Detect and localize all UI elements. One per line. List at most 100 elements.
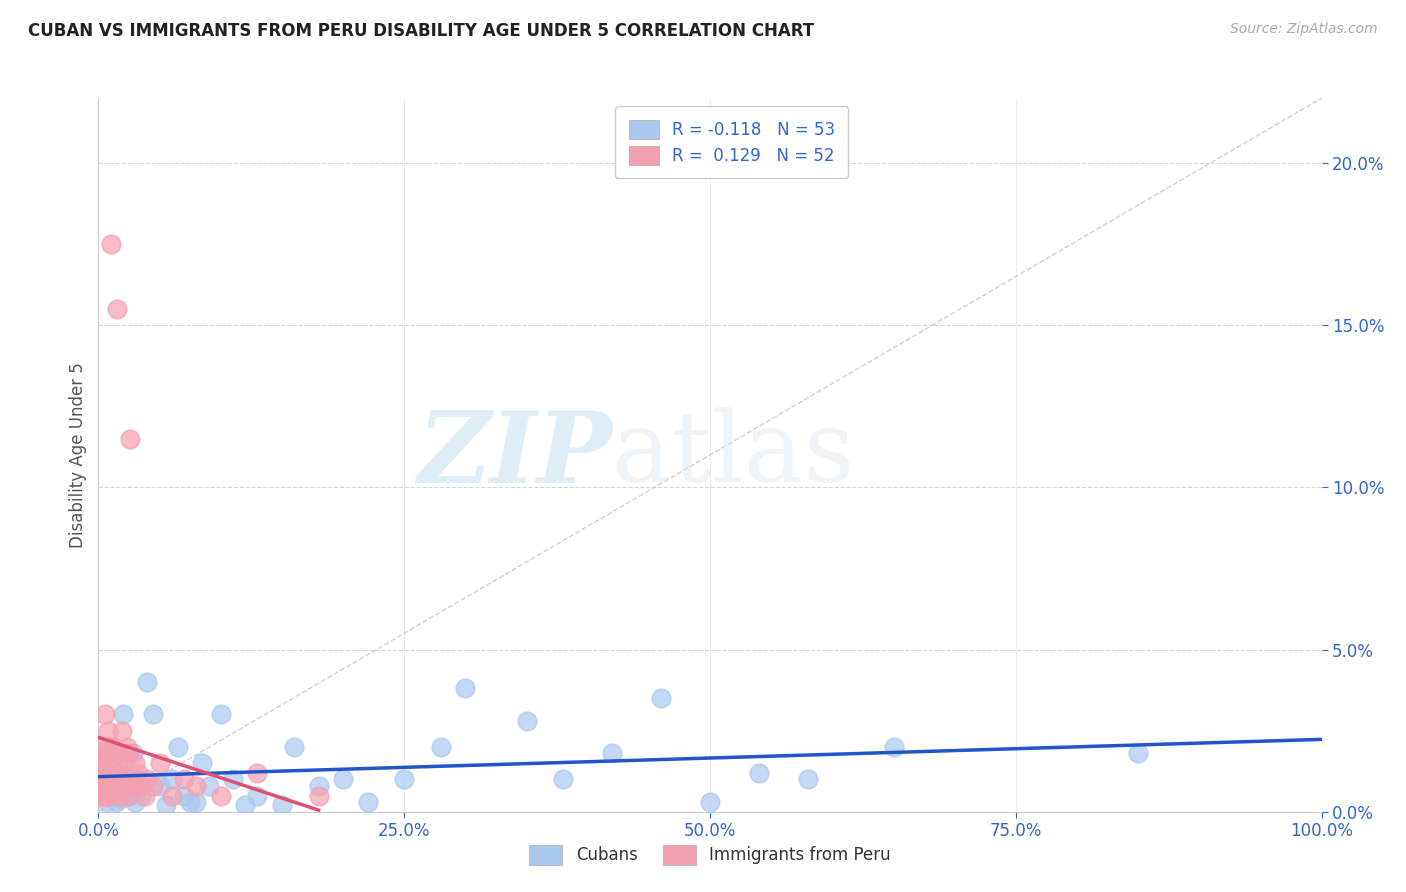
Point [91, 779, 114, 793]
Point [94, 779, 117, 793]
Point [101, 789, 124, 803]
Point [91, 765, 114, 780]
Point [246, 765, 269, 780]
Point [270, 798, 294, 813]
Point [96, 795, 118, 809]
Point [136, 772, 159, 787]
Point [308, 789, 330, 803]
Point [108, 789, 131, 803]
Point [600, 747, 623, 761]
Legend: Cubans, Immigrants from Peru: Cubans, Immigrants from Peru [523, 838, 897, 871]
Point [246, 789, 269, 803]
Point [90, 772, 112, 787]
Point [134, 789, 156, 803]
Point [186, 795, 208, 809]
Point [115, 739, 138, 754]
Point [100, 772, 122, 787]
Point [121, 772, 143, 787]
Point [103, 779, 125, 793]
Point [124, 795, 146, 809]
Point [120, 432, 142, 446]
Point [191, 756, 214, 770]
Point [142, 779, 165, 793]
Point [104, 795, 127, 809]
Point [129, 789, 152, 803]
Point [233, 798, 256, 813]
Point [111, 707, 134, 722]
Point [129, 779, 152, 793]
Point [797, 772, 820, 787]
Point [117, 789, 139, 803]
Point [136, 675, 159, 690]
Point [98, 747, 121, 761]
Point [120, 779, 142, 793]
Point [112, 756, 135, 770]
Point [1128, 747, 1150, 761]
Point [308, 779, 330, 793]
Point [100, 237, 122, 252]
Point [650, 691, 672, 706]
Point [101, 772, 124, 787]
Point [114, 772, 136, 787]
Point [91, 749, 114, 764]
Point [105, 779, 128, 793]
Point [94, 747, 117, 761]
Point [114, 782, 136, 797]
Point [93, 765, 115, 780]
Point [103, 756, 125, 770]
Point [149, 779, 172, 793]
Point [91, 739, 114, 754]
Y-axis label: Disability Age Under 5: Disability Age Under 5 [69, 362, 87, 548]
Point [186, 779, 208, 793]
Point [197, 779, 219, 793]
Point [160, 789, 183, 803]
Point [110, 791, 132, 805]
Point [127, 765, 149, 780]
Point [155, 798, 177, 813]
Point [96, 765, 118, 780]
Point [392, 772, 416, 787]
Point [167, 739, 190, 754]
Point [97, 789, 120, 803]
Point [332, 772, 354, 787]
Point [179, 795, 201, 809]
Point [748, 765, 770, 780]
Point [91, 789, 114, 803]
Point [454, 681, 477, 696]
Point [93, 779, 115, 793]
Point [97, 739, 120, 754]
Point [149, 756, 172, 770]
Point [160, 772, 183, 787]
Text: CUBAN VS IMMIGRANTS FROM PERU DISABILITY AGE UNDER 5 CORRELATION CHART: CUBAN VS IMMIGRANTS FROM PERU DISABILITY… [28, 22, 814, 40]
Point [105, 779, 128, 793]
Point [89, 789, 111, 803]
Point [699, 795, 721, 809]
Point [94, 756, 117, 770]
Point [96, 789, 118, 803]
Point [283, 739, 305, 754]
Point [118, 747, 141, 761]
Point [121, 747, 143, 761]
Point [90, 756, 112, 770]
Text: Source: ZipAtlas.com: Source: ZipAtlas.com [1230, 22, 1378, 37]
Point [173, 772, 195, 787]
Text: atlas: atlas [612, 407, 855, 503]
Point [209, 707, 232, 722]
Point [107, 772, 129, 787]
Point [97, 723, 120, 738]
Point [118, 789, 141, 803]
Point [110, 765, 132, 780]
Point [98, 782, 121, 797]
Point [93, 707, 115, 722]
Point [104, 747, 127, 761]
Point [173, 789, 195, 803]
Point [356, 795, 378, 809]
Point [553, 772, 575, 787]
Point [209, 789, 232, 803]
Point [124, 756, 146, 770]
Point [107, 765, 129, 780]
Point [100, 747, 122, 761]
Point [105, 301, 128, 316]
Point [883, 739, 905, 754]
Point [111, 723, 134, 738]
